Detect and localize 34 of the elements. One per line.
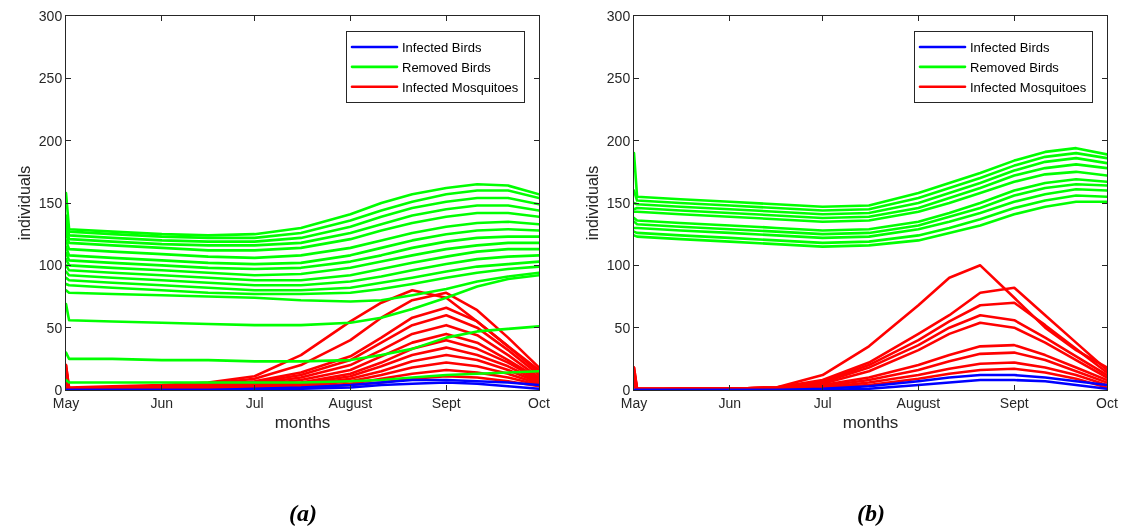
x-axis-title: months [274,413,331,433]
x-tick-label: Jul [245,394,264,411]
y-tick-label: 300 [606,7,631,24]
x-tick-label: Oct [1096,394,1118,411]
legend-label: Removed Birds [970,59,1060,75]
legend-label: Infected Mosquitoes [970,79,1087,95]
x-tick-label: Jul [813,394,832,411]
y-tick-label: 150 [38,194,63,211]
x-tick-label: Sept [431,394,461,411]
y-tick-label: 200 [38,132,63,149]
x-tick-label: Oct [528,394,550,411]
text: (b) [857,500,885,526]
y-tick-label: 100 [38,257,63,274]
text: (a) [289,500,317,526]
y-tick-label: 50 [614,319,631,336]
y-tick-label: 100 [606,257,631,274]
y-tick-label: 250 [38,70,63,87]
x-tick-label: August [896,394,941,411]
y-tick-label: 250 [606,70,631,87]
y-tick-label: 150 [606,194,631,211]
x-tick-label: August [328,394,373,411]
legend-label: Infected Birds [402,40,482,56]
x-tick-label: Sept [999,394,1029,411]
y-axis-title: individuals [15,165,33,241]
x-tick-label: Jun [150,394,174,411]
y-tick-label: 200 [606,132,631,149]
y-axis-title: individuals [583,165,601,241]
legend-label: Infected Birds [970,40,1050,56]
y-tick-label: 50 [46,319,63,336]
x-axis-title: months [842,413,899,433]
y-tick-label: 300 [38,7,63,24]
legend-label: Removed Birds [402,59,492,75]
legend-label: Infected Mosquitoes [402,79,519,95]
x-tick-label: Jun [718,394,742,411]
